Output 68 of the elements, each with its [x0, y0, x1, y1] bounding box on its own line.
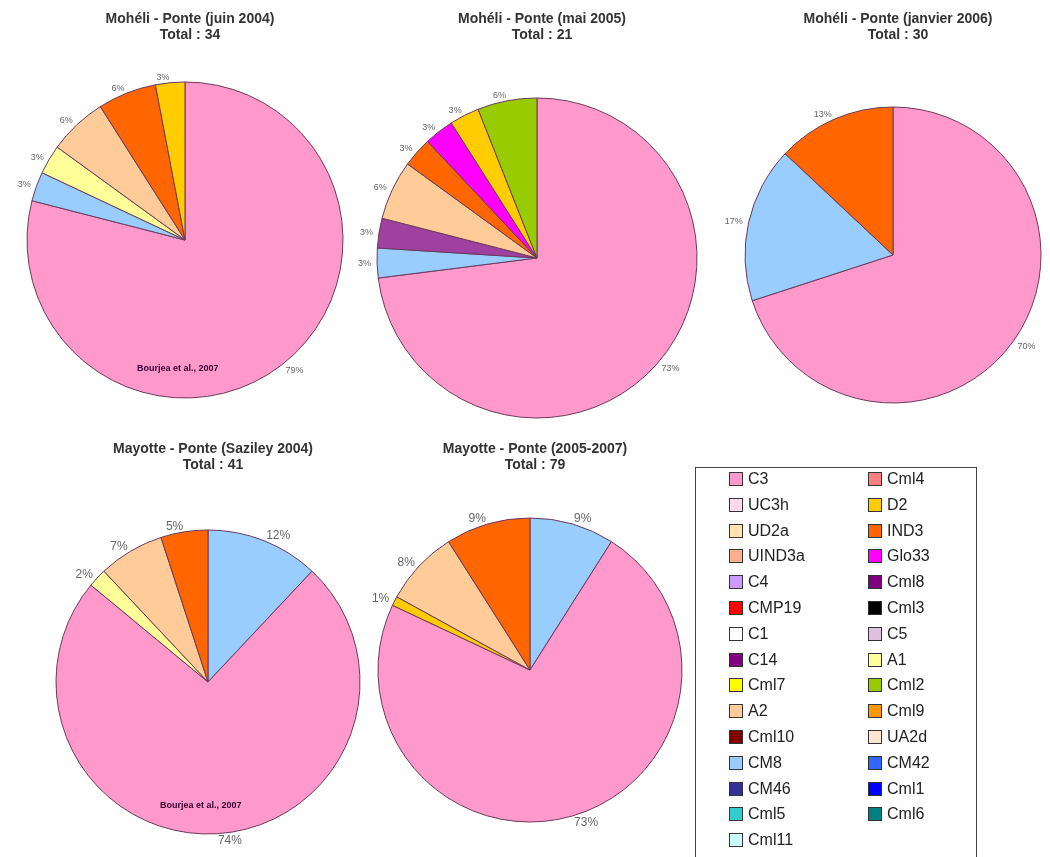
chart-subtitle: Total : 21	[511, 26, 573, 42]
data-label: 6%	[59, 115, 73, 126]
category-label: Cml8	[887, 573, 925, 592]
category-label: A2	[748, 702, 768, 721]
data-label: 3%	[358, 258, 372, 269]
data-label: 3%	[360, 227, 374, 238]
category-label: Cml1	[887, 779, 925, 798]
data-label: 6%	[492, 89, 506, 100]
category-label: UA2d	[887, 728, 928, 746]
chart-title: Mohéli - Ponte (janvier 2006)	[803, 10, 993, 26]
chart-subtitle: Total : 30	[867, 26, 929, 42]
category-label: CMP19	[748, 599, 802, 617]
category-label: CM46	[748, 779, 791, 798]
category-label: UD2a	[748, 521, 789, 540]
category-label: A1	[887, 650, 907, 669]
category-label: CM42	[887, 753, 930, 772]
data-label: 12%	[266, 528, 291, 543]
chart-title: Mohéli - Ponte (juin 2004)	[105, 10, 275, 26]
category-label: Cml7	[748, 676, 786, 695]
chart-subtitle: Total : 34	[159, 26, 221, 42]
data-label: 3%	[422, 121, 436, 132]
data-label: 73%	[574, 814, 599, 829]
text: Bourjea et al., 2007	[137, 362, 219, 373]
category-label: Cml5	[748, 805, 786, 824]
category-label: C5	[887, 624, 908, 643]
chart-subtitle: Total : 79	[504, 456, 566, 472]
data-label: 70%	[1017, 340, 1036, 351]
category-label: C4	[748, 573, 769, 592]
data-label: 7%	[110, 539, 128, 553]
data-label: 3%	[448, 105, 462, 116]
category-label: C14	[748, 650, 778, 669]
category-label: UC3h	[748, 495, 789, 514]
category-label: IND3	[887, 521, 924, 540]
category-label: Cml6	[887, 805, 925, 824]
chart-title: Mohéli - Ponte (mai 2005)	[457, 10, 627, 26]
data-label: 1%	[371, 591, 390, 606]
data-label: 3%	[399, 143, 413, 154]
data-label: 6%	[373, 182, 387, 193]
data-label: 74%	[217, 832, 243, 847]
category-label: Cml4	[887, 470, 925, 488]
data-label: 3%	[30, 151, 44, 162]
category-label: C3	[748, 470, 769, 488]
category-label: CM8	[748, 753, 782, 772]
category-label: D2	[887, 495, 908, 514]
category-label: Cml10	[748, 728, 795, 746]
category-label: Cml9	[887, 702, 925, 721]
chart-title: Mayotte - Ponte (2005-2007)	[442, 440, 628, 456]
data-label: 9%	[468, 511, 487, 526]
data-label: 13%	[813, 108, 832, 119]
data-label: 8%	[397, 554, 416, 569]
data-label: 79%	[285, 364, 304, 375]
category-label: Glo33	[887, 547, 930, 566]
category-label: UIND3a	[748, 547, 805, 566]
data-label: 9%	[574, 511, 592, 526]
data-label: 3%	[156, 71, 170, 82]
text: Bourjea et al., 2007	[160, 800, 242, 811]
category-label: Cml2	[887, 676, 925, 695]
category-label: Cml3	[887, 599, 925, 617]
data-label: 73%	[661, 362, 680, 373]
chart-subtitle: Total : 41	[182, 456, 244, 472]
data-label: 17%	[724, 216, 743, 227]
category-label: Cml11	[748, 831, 794, 850]
data-label: 5%	[165, 518, 184, 533]
chart-title: Mayotte - Ponte (Saziley 2004)	[113, 440, 313, 456]
data-label: 6%	[111, 82, 125, 93]
data-label: 2%	[75, 566, 94, 581]
data-label: 3%	[17, 179, 31, 190]
category-label: C1	[748, 624, 769, 643]
